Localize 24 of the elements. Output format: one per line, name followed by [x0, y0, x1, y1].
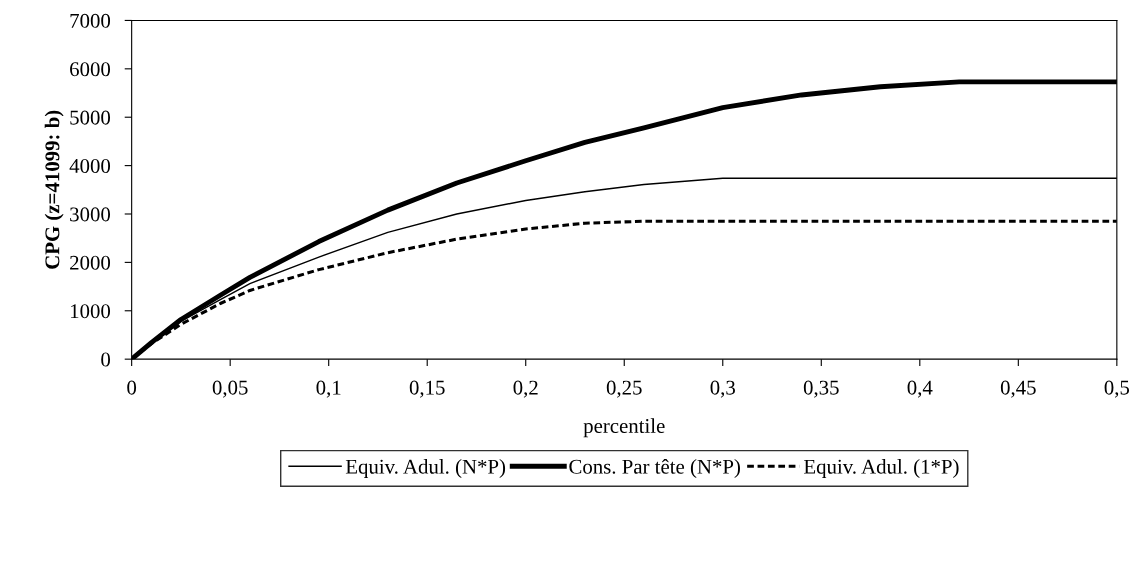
x-tick-label: 0,5: [1104, 380, 1130, 398]
y-axis-title: CPG (z=41099: b): [44, 110, 64, 269]
x-tick-label: 0,15: [409, 380, 445, 398]
y-tick-label: 1000: [70, 304, 111, 319]
x-axis-title: percentile: [583, 418, 665, 438]
y-tick-label: 2000: [70, 255, 111, 270]
legend-label: Equiv. Adul. (1*P): [804, 459, 959, 478]
legend-label: Cons. Par tête (N*P): [569, 459, 740, 478]
y-tick-label: 4000: [69, 158, 111, 174]
x-tick-label: 0,45: [1000, 380, 1036, 398]
x-tick-label: 0,4: [907, 380, 933, 398]
x-tick-label: 0,25: [606, 380, 642, 398]
legend-label: Equiv. Adul. (N*P): [345, 459, 506, 478]
y-tick-label: 6000: [70, 62, 111, 77]
y-tick-label: 7000: [70, 13, 111, 28]
y-tick-label: 5000: [70, 110, 111, 125]
x-tick-label: 0,3: [710, 380, 735, 398]
x-tick-label: 0,2: [513, 380, 538, 398]
y-tick-label: 0: [101, 352, 111, 367]
x-tick-label: 0,1: [316, 380, 341, 398]
x-tick-label: 0: [127, 380, 137, 395]
x-tick-label: 0,05: [212, 380, 248, 398]
y-tick-label: 3000: [70, 207, 111, 222]
x-tick-label: 0,35: [803, 380, 839, 398]
